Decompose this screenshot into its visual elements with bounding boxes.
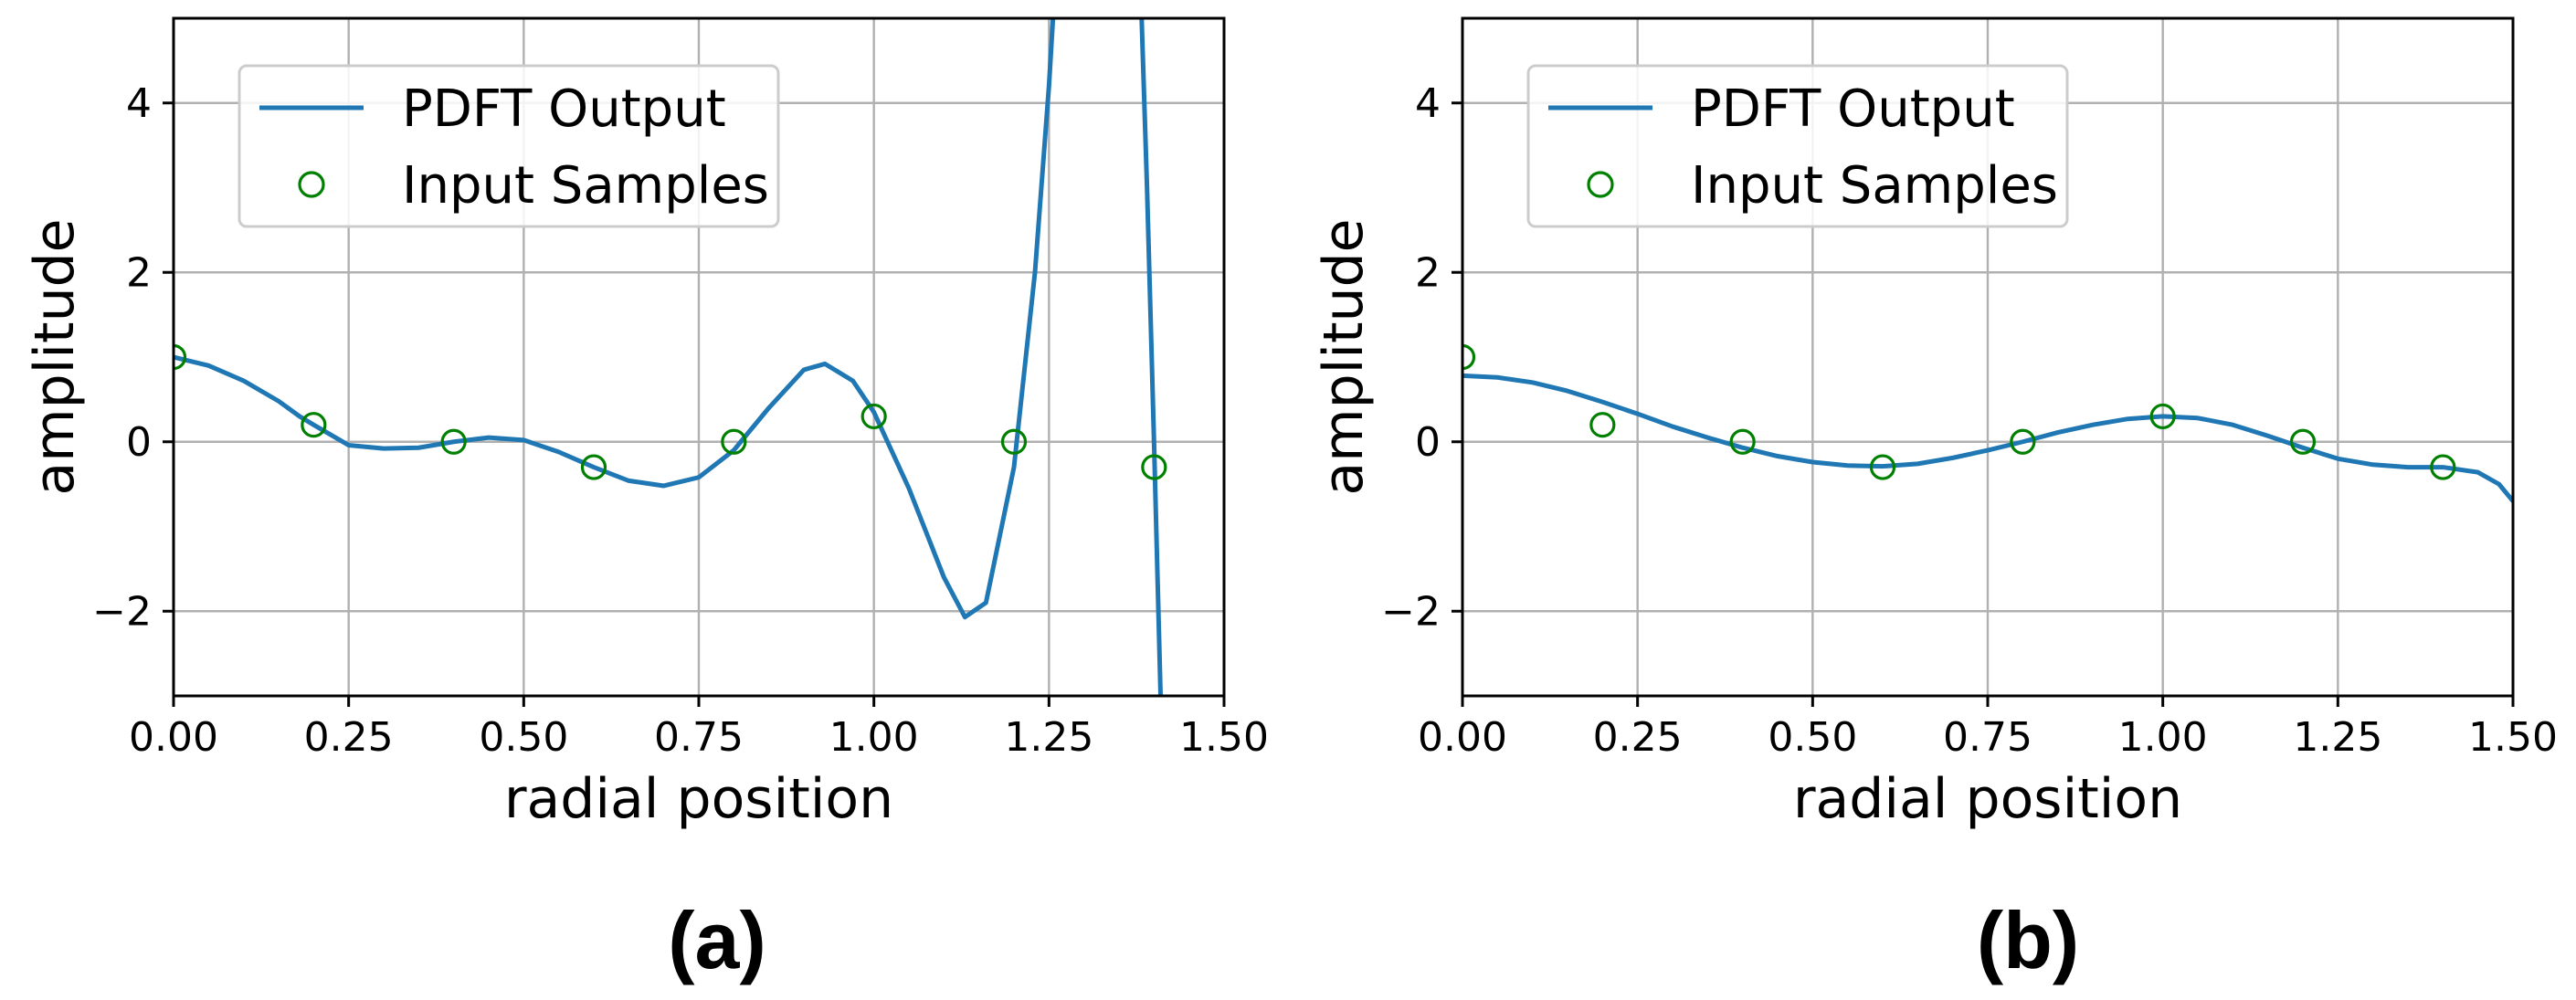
chart-panel-b: 0.00 0.25 0.50 0.75 1.00 1.25 1.50 −2 0 2 4 radial … bbox=[1312, 16, 2558, 985]
legend-label: PDFT Output bbox=[1691, 79, 2015, 139]
x-tick-label: 0.00 bbox=[129, 714, 218, 761]
input-sample-point bbox=[1729, 428, 1756, 455]
series-line-pdft-output bbox=[1462, 373, 2513, 504]
panel-label: (a) bbox=[668, 895, 766, 985]
series-line-pdft-output bbox=[174, 18, 1164, 696]
input-sample-point bbox=[1869, 454, 1896, 480]
input-sample-point bbox=[721, 428, 747, 455]
x-tick-label: 0.50 bbox=[1768, 714, 1857, 761]
plot-area bbox=[1462, 343, 2513, 504]
x-axis-label: radial position bbox=[1793, 767, 2182, 831]
x-tick-label: 0.25 bbox=[304, 714, 394, 761]
legend-label: Input Samples bbox=[1691, 156, 2058, 216]
x-tick-label: 0.25 bbox=[1593, 714, 1683, 761]
legend-marker-swatch bbox=[1587, 171, 1614, 198]
input-sample-point bbox=[301, 412, 327, 438]
y-axis-label: amplitude bbox=[23, 218, 87, 495]
input-sample-point bbox=[2149, 403, 2176, 430]
input-sample-point bbox=[2289, 428, 2317, 455]
y-tick-label: 4 bbox=[126, 80, 152, 127]
x-axis-label: radial position bbox=[504, 767, 893, 831]
input-sample-point bbox=[2430, 454, 2456, 480]
plot-area bbox=[174, 18, 1167, 696]
x-tick-label: 0.75 bbox=[654, 714, 744, 761]
panel-label: (b) bbox=[1977, 895, 2079, 985]
x-tick-label: 1.00 bbox=[829, 714, 919, 761]
x-tick-label: 1.50 bbox=[2468, 714, 2558, 761]
input-sample-point bbox=[174, 343, 187, 371]
legend-box bbox=[1526, 64, 2069, 228]
input-sample-point bbox=[1589, 412, 1616, 438]
x-tick-label: 1.25 bbox=[1004, 714, 1093, 761]
input-sample-point bbox=[1000, 428, 1028, 455]
input-sample-point bbox=[580, 454, 607, 480]
legend-label: PDFT Output bbox=[402, 79, 726, 139]
x-tick-label: 1.00 bbox=[2118, 714, 2208, 761]
y-tick-label: −2 bbox=[92, 588, 152, 635]
input-sample-point bbox=[440, 428, 467, 455]
y-tick-label: 0 bbox=[1415, 419, 1441, 466]
legend-marker-swatch bbox=[298, 171, 325, 198]
legend-label: Input Samples bbox=[402, 156, 769, 216]
input-sample-point bbox=[1141, 454, 1167, 480]
x-tick-label: 0.00 bbox=[1418, 714, 1507, 761]
x-tick-label: 1.50 bbox=[1179, 714, 1269, 761]
legend-box bbox=[238, 64, 780, 228]
y-tick-label: 0 bbox=[126, 419, 152, 466]
x-tick-label: 1.25 bbox=[2293, 714, 2382, 761]
y-tick-label: 4 bbox=[1415, 80, 1441, 127]
input-sample-point bbox=[860, 403, 887, 430]
input-sample-point bbox=[1462, 343, 1476, 371]
y-axis-label: amplitude bbox=[1312, 218, 1376, 495]
x-tick-label: 0.50 bbox=[479, 714, 568, 761]
y-tick-label: −2 bbox=[1381, 588, 1441, 635]
x-tick-label: 0.75 bbox=[1943, 714, 2032, 761]
y-tick-label: 2 bbox=[1415, 249, 1441, 296]
chart-panel-a: 0.00 0.25 0.50 0.75 1.00 1.25 1.50 −2 0 2 4 radial … bbox=[23, 16, 1269, 985]
y-tick-label: 2 bbox=[126, 249, 152, 296]
input-sample-point bbox=[2010, 428, 2036, 455]
